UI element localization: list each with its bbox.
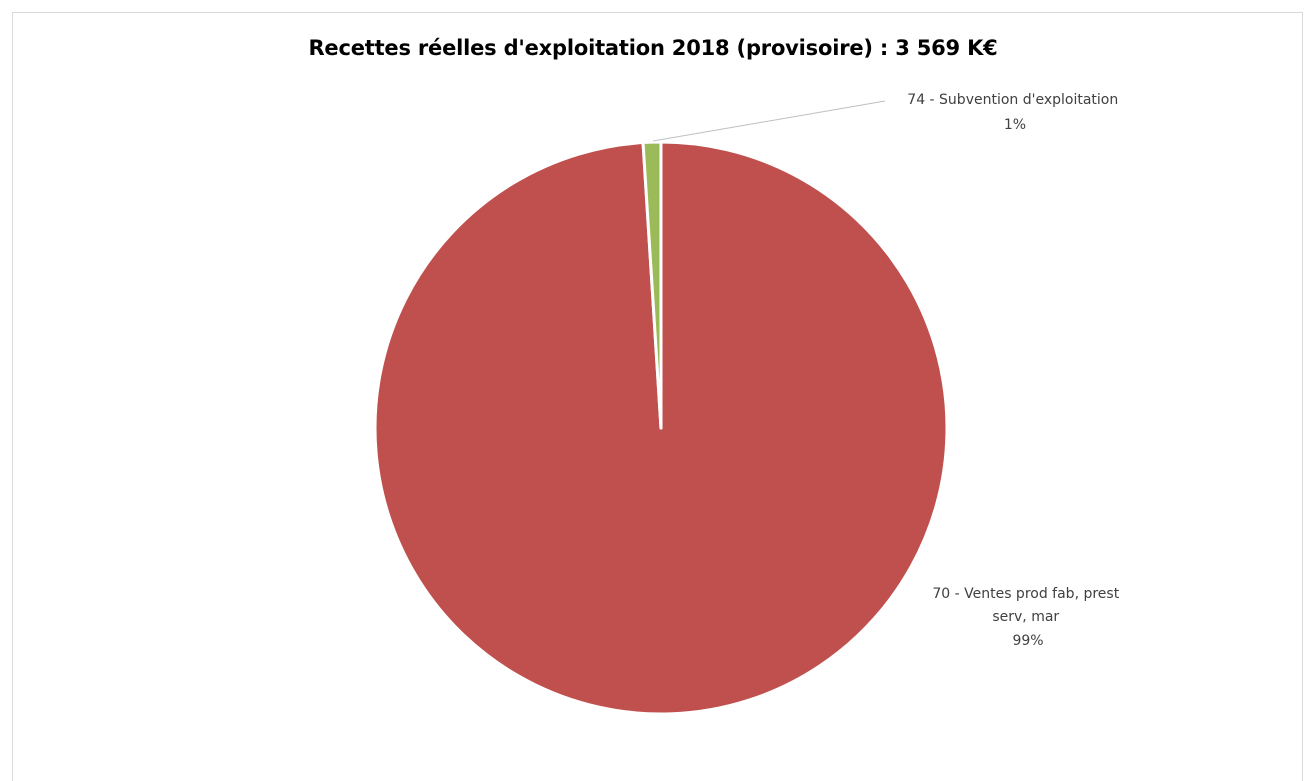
data-label-ventes: 70 - Ventes prod fab, prest serv, mar 99…	[932, 586, 1123, 649]
pie-slices	[373, 140, 949, 716]
data-label-subvention: 74 - Subvention d'exploitation 1%	[907, 92, 1122, 133]
leader-line	[652, 100, 886, 142]
pie-slice-subvention	[641, 140, 663, 430]
chart-title: Recettes réelles d'exploitation 2018 (pr…	[308, 36, 998, 60]
